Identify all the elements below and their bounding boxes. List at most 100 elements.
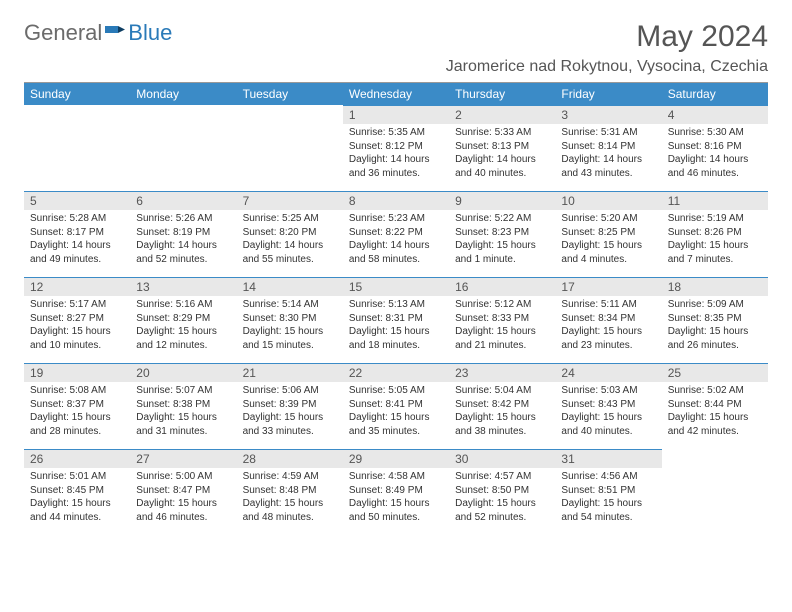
day-number: 14 [237,277,343,296]
sunset-line: Sunset: 8:41 PM [349,398,443,412]
day-number: 10 [555,191,661,210]
sunrise-line: Sunrise: 4:56 AM [561,470,655,484]
day-details: Sunrise: 5:16 AMSunset: 8:29 PMDaylight:… [130,296,236,356]
daylight-line: Daylight: 14 hours and 36 minutes. [349,153,443,180]
sunset-line: Sunset: 8:22 PM [349,226,443,240]
calendar-day-cell: 8Sunrise: 5:23 AMSunset: 8:22 PMDaylight… [343,191,449,277]
day-number: 27 [130,449,236,468]
sunset-line: Sunset: 8:38 PM [136,398,230,412]
sunset-line: Sunset: 8:27 PM [30,312,124,326]
sunset-line: Sunset: 8:50 PM [455,484,549,498]
daylight-line: Daylight: 14 hours and 52 minutes. [136,239,230,266]
weekday-header: Tuesday [237,83,343,105]
daylight-line: Daylight: 15 hours and 48 minutes. [243,497,337,524]
sunset-line: Sunset: 8:19 PM [136,226,230,240]
calendar-day-cell: 23Sunrise: 5:04 AMSunset: 8:42 PMDayligh… [449,363,555,449]
calendar-empty-cell [24,105,130,191]
daylight-line: Daylight: 15 hours and 54 minutes. [561,497,655,524]
day-number: 26 [24,449,130,468]
sunset-line: Sunset: 8:17 PM [30,226,124,240]
calendar-day-cell: 15Sunrise: 5:13 AMSunset: 8:31 PMDayligh… [343,277,449,363]
day-number: 23 [449,363,555,382]
weekday-header: Monday [130,83,236,105]
logo-text-general: General [24,20,102,46]
day-details: Sunrise: 5:12 AMSunset: 8:33 PMDaylight:… [449,296,555,356]
weekday-header: Sunday [24,83,130,105]
calendar-day-cell: 5Sunrise: 5:28 AMSunset: 8:17 PMDaylight… [24,191,130,277]
day-details: Sunrise: 5:09 AMSunset: 8:35 PMDaylight:… [662,296,768,356]
daylight-line: Daylight: 14 hours and 40 minutes. [455,153,549,180]
day-number: 1 [343,105,449,124]
sunrise-line: Sunrise: 5:09 AM [668,298,762,312]
day-number: 31 [555,449,661,468]
weekday-header: Wednesday [343,83,449,105]
weekday-header: Thursday [449,83,555,105]
day-details: Sunrise: 5:22 AMSunset: 8:23 PMDaylight:… [449,210,555,270]
day-number: 21 [237,363,343,382]
sunrise-line: Sunrise: 5:14 AM [243,298,337,312]
calendar-day-cell: 20Sunrise: 5:07 AMSunset: 8:38 PMDayligh… [130,363,236,449]
daylight-line: Daylight: 15 hours and 1 minute. [455,239,549,266]
sunrise-line: Sunrise: 5:02 AM [668,384,762,398]
calendar-row: 1Sunrise: 5:35 AMSunset: 8:12 PMDaylight… [24,105,768,191]
calendar-day-cell: 3Sunrise: 5:31 AMSunset: 8:14 PMDaylight… [555,105,661,191]
calendar-day-cell: 28Sunrise: 4:59 AMSunset: 8:48 PMDayligh… [237,449,343,535]
day-details: Sunrise: 5:31 AMSunset: 8:14 PMDaylight:… [555,124,661,184]
daylight-line: Daylight: 14 hours and 49 minutes. [30,239,124,266]
day-details: Sunrise: 5:00 AMSunset: 8:47 PMDaylight:… [130,468,236,528]
calendar-day-cell: 17Sunrise: 5:11 AMSunset: 8:34 PMDayligh… [555,277,661,363]
daylight-line: Daylight: 15 hours and 10 minutes. [30,325,124,352]
day-details: Sunrise: 5:11 AMSunset: 8:34 PMDaylight:… [555,296,661,356]
day-number: 25 [662,363,768,382]
calendar-empty-cell [237,105,343,191]
sunrise-line: Sunrise: 4:58 AM [349,470,443,484]
day-number: 20 [130,363,236,382]
calendar-day-cell: 7Sunrise: 5:25 AMSunset: 8:20 PMDaylight… [237,191,343,277]
sunset-line: Sunset: 8:23 PM [455,226,549,240]
daylight-line: Daylight: 15 hours and 15 minutes. [243,325,337,352]
sunset-line: Sunset: 8:29 PM [136,312,230,326]
calendar-day-cell: 19Sunrise: 5:08 AMSunset: 8:37 PMDayligh… [24,363,130,449]
calendar-day-cell: 16Sunrise: 5:12 AMSunset: 8:33 PMDayligh… [449,277,555,363]
day-number: 9 [449,191,555,210]
daylight-line: Daylight: 15 hours and 50 minutes. [349,497,443,524]
sunrise-line: Sunrise: 5:25 AM [243,212,337,226]
calendar-day-cell: 1Sunrise: 5:35 AMSunset: 8:12 PMDaylight… [343,105,449,191]
title-block: May 2024 Jaromerice nad Rokytnou, Vysoci… [446,20,768,76]
day-details: Sunrise: 5:17 AMSunset: 8:27 PMDaylight:… [24,296,130,356]
sunset-line: Sunset: 8:14 PM [561,140,655,154]
daylight-line: Daylight: 15 hours and 52 minutes. [455,497,549,524]
day-number: 7 [237,191,343,210]
calendar-table: SundayMondayTuesdayWednesdayThursdayFrid… [24,83,768,535]
weekday-header: Friday [555,83,661,105]
daylight-line: Daylight: 15 hours and 31 minutes. [136,411,230,438]
calendar-day-cell: 29Sunrise: 4:58 AMSunset: 8:49 PMDayligh… [343,449,449,535]
day-details: Sunrise: 4:57 AMSunset: 8:50 PMDaylight:… [449,468,555,528]
calendar-day-cell: 11Sunrise: 5:19 AMSunset: 8:26 PMDayligh… [662,191,768,277]
daylight-line: Daylight: 15 hours and 26 minutes. [668,325,762,352]
sunset-line: Sunset: 8:35 PM [668,312,762,326]
day-details: Sunrise: 5:01 AMSunset: 8:45 PMDaylight:… [24,468,130,528]
calendar-empty-cell [130,105,236,191]
sunset-line: Sunset: 8:49 PM [349,484,443,498]
day-number: 12 [24,277,130,296]
sunrise-line: Sunrise: 5:16 AM [136,298,230,312]
daylight-line: Daylight: 15 hours and 23 minutes. [561,325,655,352]
calendar-day-cell: 6Sunrise: 5:26 AMSunset: 8:19 PMDaylight… [130,191,236,277]
day-details: Sunrise: 5:33 AMSunset: 8:13 PMDaylight:… [449,124,555,184]
weekday-header-row: SundayMondayTuesdayWednesdayThursdayFrid… [24,83,768,105]
sunrise-line: Sunrise: 5:03 AM [561,384,655,398]
day-details: Sunrise: 5:14 AMSunset: 8:30 PMDaylight:… [237,296,343,356]
sunset-line: Sunset: 8:16 PM [668,140,762,154]
daylight-line: Daylight: 14 hours and 43 minutes. [561,153,655,180]
daylight-line: Daylight: 15 hours and 18 minutes. [349,325,443,352]
sunrise-line: Sunrise: 5:08 AM [30,384,124,398]
daylight-line: Daylight: 15 hours and 40 minutes. [561,411,655,438]
calendar-day-cell: 10Sunrise: 5:20 AMSunset: 8:25 PMDayligh… [555,191,661,277]
day-details: Sunrise: 5:26 AMSunset: 8:19 PMDaylight:… [130,210,236,270]
sunset-line: Sunset: 8:51 PM [561,484,655,498]
sunrise-line: Sunrise: 5:05 AM [349,384,443,398]
calendar-day-cell: 4Sunrise: 5:30 AMSunset: 8:16 PMDaylight… [662,105,768,191]
sunrise-line: Sunrise: 5:30 AM [668,126,762,140]
day-number: 16 [449,277,555,296]
